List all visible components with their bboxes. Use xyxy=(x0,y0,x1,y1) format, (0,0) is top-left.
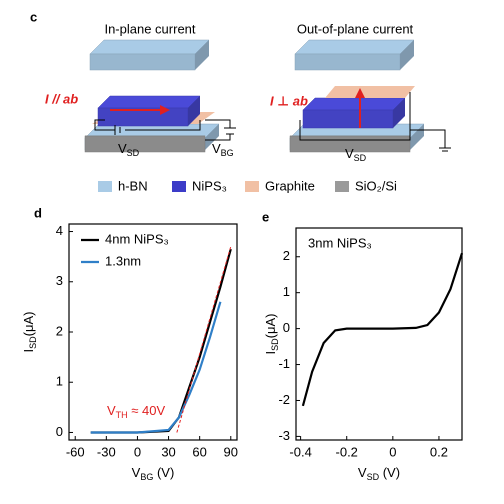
y-tick-label: 2 xyxy=(283,248,290,263)
wire xyxy=(205,134,231,141)
label-main: I xyxy=(263,351,278,355)
wire xyxy=(410,129,446,148)
label-rest: (μA) xyxy=(263,314,278,339)
legend-swatch xyxy=(335,181,349,192)
y-tick-label: 3 xyxy=(56,273,63,288)
voltage-sub: SD xyxy=(127,148,140,158)
plot-frame xyxy=(295,227,463,441)
y-tick-label: 2 xyxy=(56,323,63,338)
y-tick-label: 1 xyxy=(56,374,63,389)
x-tick-label: 0.2 xyxy=(430,444,448,459)
arrow-head xyxy=(160,105,170,115)
label-rest: (V) xyxy=(153,465,174,480)
legend-label: h-BN xyxy=(118,178,148,193)
diagram-title: Out-of-plane current xyxy=(297,21,414,36)
nips3-layer xyxy=(393,98,405,128)
hbn-layer xyxy=(294,53,401,71)
voltage: V xyxy=(118,141,127,156)
legend-swatch xyxy=(245,181,259,192)
label: ISD(μA) xyxy=(263,314,280,355)
nips3-layer xyxy=(97,95,201,109)
label-main: V xyxy=(107,403,116,418)
label: VSD (V) xyxy=(358,465,400,482)
x-tick-label: 0 xyxy=(134,444,141,459)
label-rest: (V) xyxy=(379,465,400,480)
nips3-layer xyxy=(302,109,394,129)
label-sub: SD xyxy=(270,338,280,351)
voltage-label: VSD xyxy=(345,146,367,163)
legend: h-BN NiPS₃ Graphite SiO₂/Si xyxy=(98,178,397,193)
series-line xyxy=(176,246,232,433)
y-tick-label: 1 xyxy=(283,284,290,299)
label-rest: (μA) xyxy=(21,312,36,337)
legend-label: NiPS₃ xyxy=(192,178,227,193)
diagram xyxy=(84,39,451,153)
y-tick-label: -2 xyxy=(278,392,290,407)
label-rest: ≈ 40V xyxy=(128,403,166,418)
label-main: I xyxy=(21,349,36,353)
legend-label: SiO₂/Si xyxy=(355,178,397,193)
nips3-layer xyxy=(188,96,200,126)
panel-label: d xyxy=(34,205,42,220)
label-sub: TH xyxy=(116,410,128,420)
plot-frame xyxy=(68,223,238,441)
label-sub: SD xyxy=(28,336,38,349)
x-tick-label: -0.2 xyxy=(336,444,358,459)
hbn-layer xyxy=(89,53,196,71)
voltage-label: VBG xyxy=(212,141,234,158)
arrow-head xyxy=(355,88,365,98)
voltage-sub: SD xyxy=(354,153,367,163)
voltage-label: VSD xyxy=(118,141,140,158)
hbn-layer xyxy=(400,40,414,70)
current-label: I // ab xyxy=(45,91,78,106)
x-tick-label: 0 xyxy=(389,444,396,459)
x-tick-label: -60 xyxy=(66,444,85,459)
substrate xyxy=(84,135,206,153)
hbn-layer xyxy=(195,40,209,70)
hbn-layer xyxy=(294,39,415,55)
series-line xyxy=(301,252,464,407)
wire xyxy=(299,92,411,141)
label-sub: BG xyxy=(140,472,153,482)
label: VTH ≈ 40V xyxy=(107,403,165,420)
panel-label: e xyxy=(262,209,269,224)
y-tick-label: 4 xyxy=(56,223,63,238)
x-tick-label: -0.4 xyxy=(289,444,311,459)
label: VBG (V) xyxy=(132,465,175,482)
y-tick-label: -3 xyxy=(278,428,290,443)
chart-label: 3nm NiPS₃ xyxy=(308,235,372,250)
legend-label: 4nm NiPS₃ xyxy=(105,231,169,246)
voltage: V xyxy=(345,146,354,161)
x-tick-label: -30 xyxy=(97,444,116,459)
label: ISD(μA) xyxy=(21,312,38,353)
y-tick-label: 0 xyxy=(283,320,290,335)
voltage-sub: BG xyxy=(221,148,234,158)
diagram-title: In-plane current xyxy=(104,21,195,36)
hbn-layer xyxy=(89,39,210,55)
x-tick-label: 60 xyxy=(192,444,206,459)
label-main: V xyxy=(358,465,367,480)
legend-swatch xyxy=(172,181,186,192)
hbn-layer xyxy=(205,124,219,150)
label-main: V xyxy=(132,465,141,480)
voltage: V xyxy=(212,141,221,156)
x-tick-label: 90 xyxy=(224,444,238,459)
y-tick-label: 0 xyxy=(56,424,63,439)
legend-swatch xyxy=(98,181,112,192)
current-label: I ⊥ ab xyxy=(270,93,308,108)
nips3-layer xyxy=(302,97,406,111)
legend-label: Graphite xyxy=(265,178,315,193)
panel-label: c xyxy=(30,9,37,24)
wire xyxy=(205,119,231,128)
label-sub: SD xyxy=(367,472,380,482)
graphite xyxy=(325,86,415,98)
y-tick-label: -1 xyxy=(278,356,290,371)
legend-label: 1.3nm xyxy=(105,253,141,268)
x-tick-label: 30 xyxy=(161,444,175,459)
wire xyxy=(94,119,115,131)
wire xyxy=(125,120,201,131)
